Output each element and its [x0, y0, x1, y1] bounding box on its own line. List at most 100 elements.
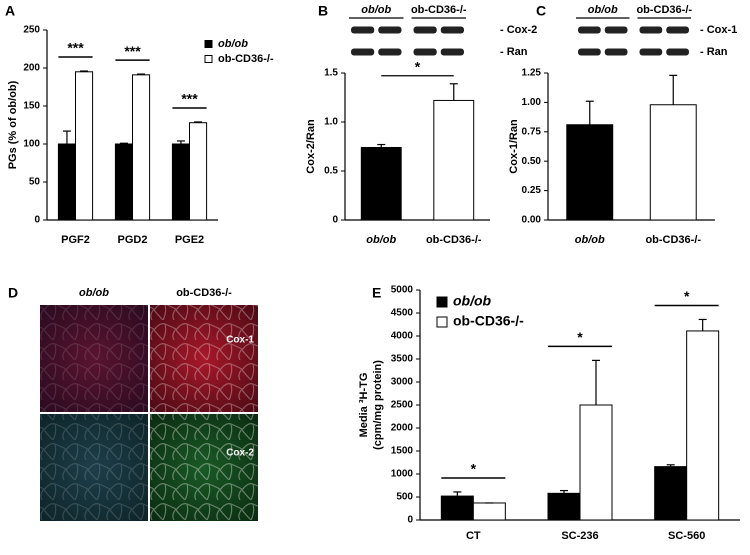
x-tick-label: SC-236	[561, 530, 598, 542]
y-axis-label: (cpm/mg protein)	[372, 360, 384, 450]
legend-label: ob-CD36-/-	[453, 313, 524, 329]
bar	[433, 99, 475, 221]
y-tick-label: 0	[34, 215, 40, 226]
blot-band	[639, 48, 663, 56]
blot-band	[578, 26, 601, 34]
significance-label: ***	[181, 91, 198, 107]
bar	[686, 330, 720, 521]
x-tick-label: PGD2	[118, 234, 148, 246]
blot-band-label: - Ran	[700, 46, 728, 58]
blot-band	[440, 48, 464, 56]
y-tick-label: 4500	[391, 308, 414, 319]
bar	[440, 495, 474, 521]
y-tick-label: 3500	[391, 354, 414, 365]
y-tick-label: 1000	[391, 469, 414, 480]
y-tick-label: 150	[23, 101, 40, 112]
bar	[189, 122, 208, 221]
x-tick-label: ob-CD36-/-	[645, 234, 701, 246]
micrograph-texture	[40, 305, 148, 412]
y-tick-label: 1.0	[324, 117, 338, 128]
y-axis-label: Cox-1/Ran	[508, 119, 520, 174]
bar	[566, 124, 614, 221]
x-tick-label: ob-CD36-/-	[426, 234, 482, 246]
y-tick-label: 0.75	[522, 126, 542, 137]
legend-swatch	[204, 40, 213, 48]
blot-band	[413, 26, 437, 34]
blot-band	[604, 26, 628, 34]
y-tick-label: 100	[23, 139, 40, 150]
panel-letter: A	[5, 3, 15, 19]
y-axis-label: Media ³H-TG	[358, 373, 370, 438]
y-tick-label: 1.5	[324, 68, 338, 79]
significance-label: *	[684, 288, 690, 304]
panel: C 0.00 0.25 0.50 0.75 1.00 1.25 Cox-1/Ran ob/ob o…	[508, 3, 737, 246]
blot-band	[440, 26, 464, 34]
bar	[132, 74, 151, 221]
y-tick-label: 0.00	[522, 215, 542, 226]
panel: A 0 50 100 150 200 250 PGs (% of ob/ob) PGF2 PGD2…	[5, 3, 274, 246]
x-tick-label: ob/ob	[366, 234, 396, 246]
blot-band	[378, 48, 402, 56]
y-tick-label: 1.25	[522, 68, 542, 79]
y-tick-label: 1500	[391, 446, 414, 457]
bar	[57, 143, 77, 221]
legend-label: ob-CD36-/-	[218, 53, 274, 65]
blot-group-label: ob-CD36-/-	[411, 4, 467, 16]
bar	[171, 143, 190, 221]
blot-band-label: - Cox-2	[500, 24, 537, 36]
y-tick-label: 5000	[391, 285, 414, 296]
blot-band	[666, 48, 689, 56]
blot-group-label: ob/ob	[588, 4, 618, 16]
y-tick-label: 0.50	[522, 156, 542, 167]
y-tick-label: 50	[29, 177, 41, 188]
column-label: ob/ob	[79, 287, 109, 299]
micrograph-texture	[40, 414, 148, 521]
blot-band-label: - Cox-1	[700, 24, 737, 36]
blot-band	[639, 26, 663, 34]
micrograph-texture	[150, 305, 258, 412]
significance-label: *	[415, 58, 421, 74]
panel: B 0 0.5 1.0 1.5 Cox-2/Ran ob/ob ob-CD36-/- * ob/o…	[305, 3, 537, 246]
column-label: ob-CD36-/-	[176, 287, 232, 299]
x-tick-label: ob/ob	[575, 234, 605, 246]
blot-band	[351, 26, 375, 34]
x-tick-label: PGE2	[175, 234, 204, 246]
blot-group-label: ob/ob	[361, 4, 391, 16]
y-tick-label: 200	[23, 63, 40, 74]
y-tick-label: 500	[396, 492, 413, 503]
significance-label: ***	[124, 43, 141, 59]
micrograph-texture	[150, 414, 258, 521]
y-tick-label: 1.00	[522, 97, 542, 108]
panel-letter: B	[318, 3, 328, 19]
y-tick-label: 0	[407, 515, 413, 526]
y-tick-label: 4000	[391, 331, 414, 342]
legend-swatch	[436, 316, 448, 328]
bar	[360, 146, 402, 221]
y-axis-label: Cox-2/Ran	[305, 119, 317, 174]
y-tick-label: 0.25	[522, 185, 542, 196]
blot-band	[578, 48, 601, 56]
y-tick-label: 2000	[391, 423, 414, 434]
y-tick-label: 3000	[391, 377, 414, 388]
legend-swatch	[204, 55, 213, 63]
bar	[649, 104, 697, 221]
bar	[579, 404, 613, 521]
panel-d: D ob/ob ob-CD36-/- Cox-1 Cox-2	[8, 285, 258, 521]
significance-label: *	[577, 329, 583, 345]
y-tick-label: 2500	[391, 400, 414, 411]
blot-band	[604, 48, 628, 56]
y-tick-label: 250	[23, 25, 40, 36]
blot-band-label: - Ran	[500, 46, 528, 58]
blot-band	[351, 48, 375, 56]
blot-band	[378, 26, 402, 34]
significance-label: *	[471, 461, 477, 477]
y-axis-label: PGs (% of ob/ob)	[7, 80, 19, 169]
bar	[114, 143, 134, 221]
y-tick-label: 0	[332, 215, 338, 226]
blot-band	[666, 26, 689, 34]
blot-band	[413, 48, 437, 56]
panel-letter: C	[536, 3, 546, 19]
blot-group-label: ob-CD36-/-	[636, 4, 692, 16]
panel: E 0 500 1000 1500 2000 2500 3000 3500 4000 4500 500…	[358, 285, 740, 542]
bar	[472, 502, 506, 521]
